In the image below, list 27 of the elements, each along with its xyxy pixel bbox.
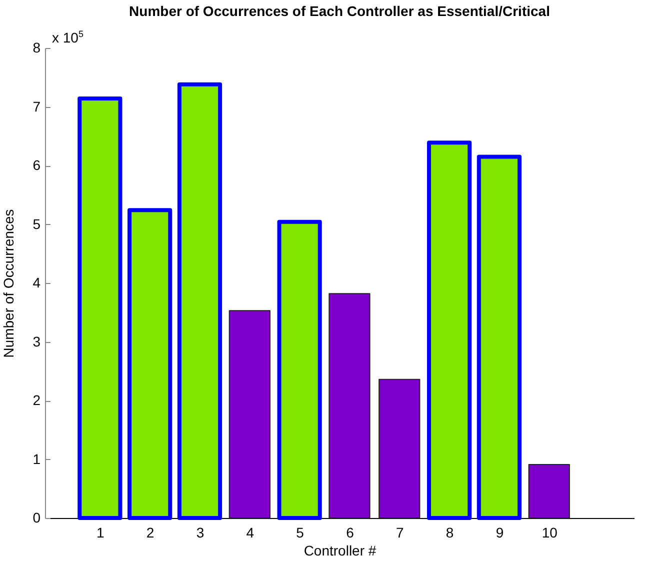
bar	[378, 378, 420, 518]
chart-title: Number of Occurrences of Each Controller as Essential/Critical	[129, 3, 550, 19]
bar	[228, 310, 270, 518]
x-axis-title: Controller #	[304, 542, 376, 558]
y-axis-title: Number of Occurrences	[0, 209, 17, 358]
y-tick-label: 2	[32, 392, 41, 408]
bar	[528, 464, 570, 518]
y-tick-label: 5	[32, 216, 41, 232]
text: x 10$^{5}$	[52, 29, 84, 46]
x-tick-label: 10	[542, 524, 558, 540]
x-tick-label: 8	[446, 524, 454, 540]
y-tick-label: 0	[32, 510, 41, 526]
bar	[328, 293, 370, 518]
x-tick-label: 9	[496, 524, 504, 540]
x-tick-label: 6	[346, 524, 354, 540]
y-tick-label: 6	[32, 157, 41, 173]
y-tick-label: 8	[32, 40, 41, 56]
y-tick-label: 1	[32, 450, 41, 467]
x-tick-label: 4	[246, 524, 254, 540]
y-tick-label: 4	[32, 274, 41, 290]
x-tick-label: 7	[396, 524, 404, 540]
x-tick-label: 5	[296, 524, 304, 540]
y-tick-label: 7	[32, 98, 41, 114]
x-tick-label: 3	[196, 524, 204, 540]
x-tick-label: 2	[146, 524, 154, 540]
y-tick-label: 3	[32, 333, 41, 350]
x-tick-label: 1	[96, 524, 105, 540]
